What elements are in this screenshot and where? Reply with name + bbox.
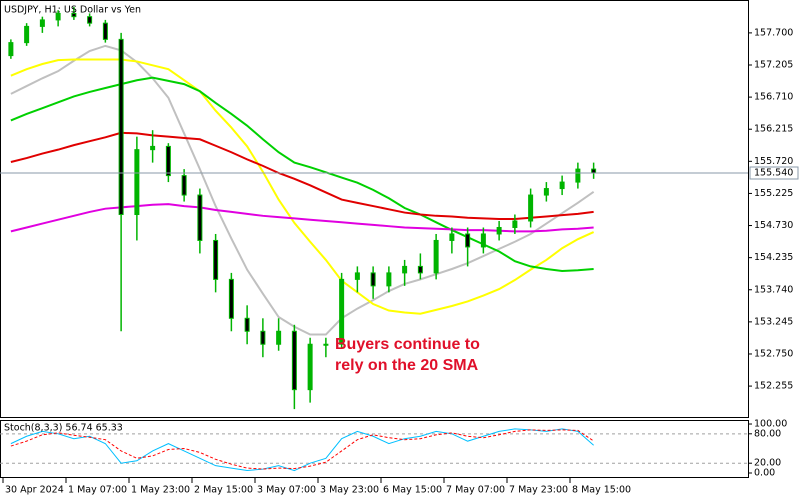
candle-body [244,317,250,332]
y-tick-label: 20.00 [754,458,781,469]
y-tick-label: 155.720 [754,156,793,167]
candle-body [150,145,156,151]
candle-body [465,233,471,248]
indicator-title: Stoch(8,3,3) 56.74 65.33 [4,423,123,434]
candle-body [165,145,171,177]
candle-body [417,265,423,274]
candle-body [323,343,329,346]
candle-body [496,226,502,235]
y-tick-label: 100.00 [754,419,787,430]
x-tick-label: 8 May 15:00 [572,485,631,496]
y-tick-label: 153.245 [754,316,793,327]
candle-body [39,19,45,27]
oscillator-line [10,428,594,472]
y-tick-label: 156.710 [754,92,793,103]
y-tick-label: 156.215 [754,124,793,135]
y-tick-label: 0.00 [754,468,775,479]
current-price-box [749,166,799,180]
candle-body [480,233,486,248]
candle-body [87,16,93,24]
candle-body [71,12,77,18]
candle-body [559,181,565,190]
x-tick-label: 1 May 23:00 [131,485,190,496]
x-tick-label: 6 May 15:00 [383,485,442,496]
candle-body [575,168,581,183]
candle-body [512,220,518,228]
candle-body [8,42,14,57]
candle-body [260,330,266,345]
candle-body [370,272,376,287]
candle-body [402,265,408,274]
y-tick-label: 154.235 [754,252,793,263]
x-tick-label: 3 May 23:00 [320,485,379,496]
candle-body [339,278,345,345]
candle-body [197,194,203,241]
panel-frame [0,420,749,478]
y-tick-label: 154.730 [754,220,793,231]
y-tick-label: 157.700 [754,27,793,38]
candle-body [24,25,30,44]
candle-body [291,330,297,391]
x-tick-label: 7 May 07:00 [446,485,505,496]
y-tick-label: 80.00 [754,428,781,439]
panel-frame [0,0,749,418]
candle-body [591,168,597,174]
candle-body [228,278,234,319]
moving-average [10,131,594,221]
y-tick-label: 155.225 [754,188,793,199]
candle-body [213,239,219,280]
x-tick-label: 3 May 07:00 [257,485,316,496]
candle-body [543,188,549,196]
moving-average [10,58,595,315]
y-tick-label: 153.740 [754,284,793,295]
current-price-label: 155.540 [754,167,793,178]
x-tick-label: 1 May 07:00 [68,485,127,496]
candle-body [449,233,455,241]
overlays [10,44,595,336]
candle-body [433,239,439,274]
y-tick-label: 157.205 [754,59,793,70]
candle-body [102,22,108,40]
x-tick-label: 30 Apr 2024 [5,485,64,496]
annotation: rely on the 20 SMA [335,357,479,374]
x-tick-label: 7 May 23:00 [509,485,568,496]
candle-body [276,330,282,345]
y-tick-label: 152.750 [754,348,793,359]
x-tick-label: 2 May 15:00 [194,485,253,496]
chart-title: USDJPY, H1: US Dollar vs Yen [4,5,141,16]
candle-body [307,343,313,391]
moving-average [10,76,594,272]
annotation: Buyers continue to [335,336,480,353]
candle-body [55,12,61,21]
oscillator-line [10,429,594,470]
candle-body [134,149,140,216]
candle-body [354,272,360,280]
moving-average [10,203,594,233]
y-tick-label: 152.255 [754,381,793,392]
candle-body [118,38,124,216]
candle-body [181,175,187,196]
candle-body [528,194,534,222]
candle-body [386,272,392,287]
